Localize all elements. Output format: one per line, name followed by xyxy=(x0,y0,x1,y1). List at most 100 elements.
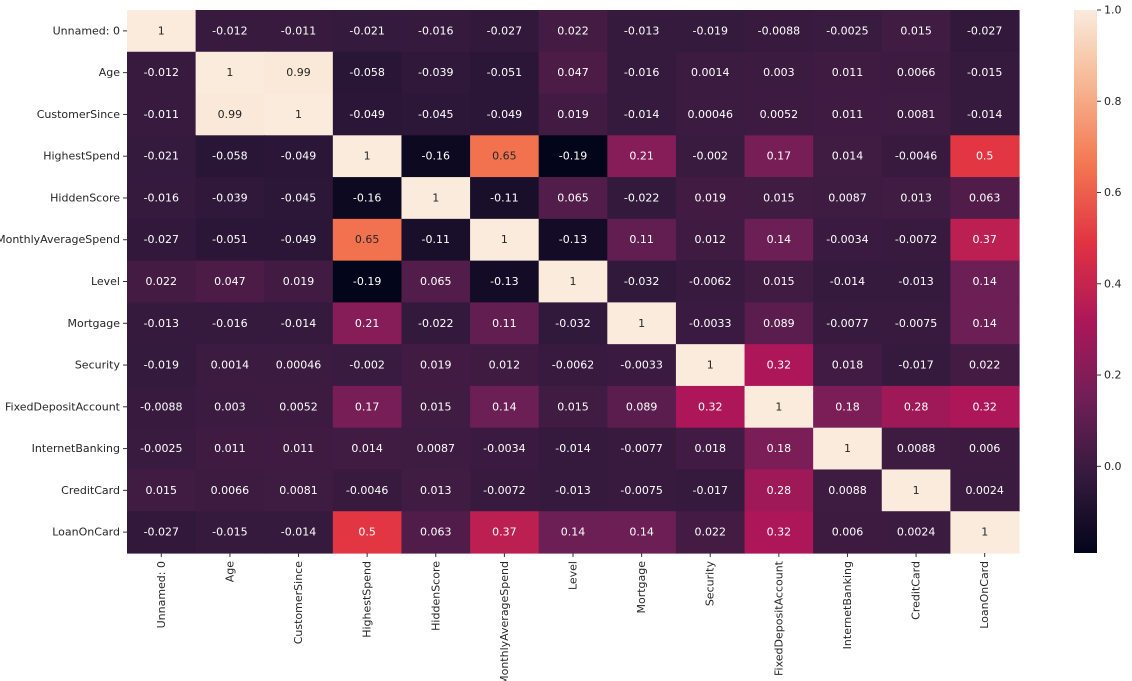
heatmap-cell xyxy=(744,51,814,95)
heatmap-cell xyxy=(264,385,334,429)
heatmap-cell xyxy=(195,344,265,387)
heatmap-cell xyxy=(950,302,1020,345)
heatmap-cell xyxy=(127,427,197,471)
x-tick-label: Level xyxy=(567,561,580,590)
heatmap-cell xyxy=(881,51,951,95)
heatmap-cell xyxy=(127,10,197,53)
cell-value-label: 0.0088 xyxy=(828,484,867,497)
cell-value-label: -0.027 xyxy=(967,24,1002,37)
cell-value-label: -0.013 xyxy=(624,24,659,37)
cell-value-label: -0.0033 xyxy=(689,317,731,330)
heatmap-cell xyxy=(675,51,746,95)
cell-value-label: -0.016 xyxy=(212,317,247,330)
cell-value-label: -0.021 xyxy=(349,24,384,37)
heatmap-cell xyxy=(195,51,265,95)
cell-value-label: -0.019 xyxy=(144,359,179,372)
heatmap-cell xyxy=(675,427,746,471)
heatmap-cell xyxy=(607,469,677,512)
heatmap-cell xyxy=(195,10,265,53)
heatmap-cell xyxy=(401,302,471,345)
cell-value-label: 0.5 xyxy=(358,526,376,539)
cell-value-label: 0.014 xyxy=(351,442,383,455)
heatmap-cell xyxy=(470,427,540,471)
heatmap-cell xyxy=(813,469,883,512)
cell-value-label: 0.65 xyxy=(492,150,517,163)
heatmap-cell xyxy=(332,10,403,53)
heatmap-cell xyxy=(607,260,677,303)
heatmap-cell xyxy=(950,469,1020,512)
heatmap-cell xyxy=(264,10,334,53)
heatmap-cell xyxy=(470,218,540,262)
heatmap-cell xyxy=(470,51,540,95)
heatmap-cell xyxy=(470,469,540,512)
x-tick-label: HighestSpend xyxy=(361,561,374,638)
cell-value-label: 0.019 xyxy=(420,359,452,372)
heatmap-cell xyxy=(127,260,197,303)
cell-value-label: -0.0088 xyxy=(758,24,800,37)
heatmap-cell xyxy=(401,511,471,554)
cell-value-label: 0.011 xyxy=(832,66,864,79)
heatmap-cell xyxy=(470,177,540,220)
heatmap-cell xyxy=(744,218,814,262)
y-tick-label: InternetBanking xyxy=(32,442,120,455)
heatmap-cell xyxy=(332,93,403,136)
cell-value-label: 0.003 xyxy=(763,66,795,79)
cell-value-label: 0.047 xyxy=(557,66,589,79)
heatmap-cell xyxy=(881,385,951,429)
cell-value-label: 1 xyxy=(226,66,233,79)
cell-value-label: -0.049 xyxy=(281,150,316,163)
colorbar-tick-label: 0.4 xyxy=(1104,277,1122,290)
cell-value-label: -0.027 xyxy=(487,24,522,37)
cell-value-label: 0.0088 xyxy=(897,442,936,455)
cell-value-label: 0.089 xyxy=(626,400,658,413)
cell-value-label: 0.015 xyxy=(420,400,452,413)
heatmap-cell xyxy=(607,427,677,471)
heatmap-cell xyxy=(401,344,471,387)
cell-value-label: 1 xyxy=(501,233,508,246)
y-tick-label: Level xyxy=(91,275,120,288)
heatmap-cell xyxy=(401,177,471,220)
heatmap-cell xyxy=(950,93,1020,136)
heatmap-cell xyxy=(470,93,540,136)
heatmap-cell xyxy=(264,260,334,303)
cell-value-label: -0.045 xyxy=(281,191,316,204)
x-tick-label: HiddenScore xyxy=(429,561,442,631)
heatmap-cell xyxy=(675,511,746,554)
cell-value-label: 0.014 xyxy=(832,150,864,163)
cell-value-label: -0.11 xyxy=(422,233,450,246)
colorbar-tick-label: 0.2 xyxy=(1104,369,1122,382)
x-tick-label: CustomerSince xyxy=(292,561,305,644)
heatmap-cell xyxy=(607,511,677,554)
cell-value-label: 1 xyxy=(364,150,371,163)
x-tick-label: Security xyxy=(704,561,717,607)
heatmap-cell xyxy=(470,260,540,303)
heatmap-cell xyxy=(401,10,471,53)
cell-value-label: -0.058 xyxy=(212,150,247,163)
heatmap-cell xyxy=(264,93,334,136)
cell-value-label: 0.14 xyxy=(767,233,792,246)
heatmap-cell xyxy=(744,10,814,53)
cell-value-label: -0.014 xyxy=(967,108,1002,121)
heatmap-cell xyxy=(675,302,746,345)
cell-value-label: -0.015 xyxy=(967,66,1002,79)
cell-value-label: -0.017 xyxy=(692,484,727,497)
cell-value-label: 0.0024 xyxy=(965,484,1004,497)
cell-value-label: 0.011 xyxy=(283,442,315,455)
heatmap-cell xyxy=(744,135,814,178)
cell-value-label: 0.015 xyxy=(900,24,932,37)
cell-value-label: 0.006 xyxy=(969,442,1001,455)
heatmap-cell xyxy=(675,177,746,220)
cell-value-label: -0.049 xyxy=(487,108,522,121)
cell-value-label: -0.027 xyxy=(144,233,179,246)
cell-value-label: 0.65 xyxy=(355,233,380,246)
cell-value-label: 0.013 xyxy=(900,191,932,204)
heatmap-cell xyxy=(813,10,883,53)
cell-value-label: -0.002 xyxy=(349,359,384,372)
cell-value-label: -0.039 xyxy=(212,191,247,204)
y-tick-label: Security xyxy=(75,359,121,372)
cell-value-label: 0.0081 xyxy=(279,484,318,497)
heatmap-cell xyxy=(332,135,403,178)
x-tick-label: Unnamed: 0 xyxy=(155,561,168,628)
heatmap-cell xyxy=(127,385,197,429)
